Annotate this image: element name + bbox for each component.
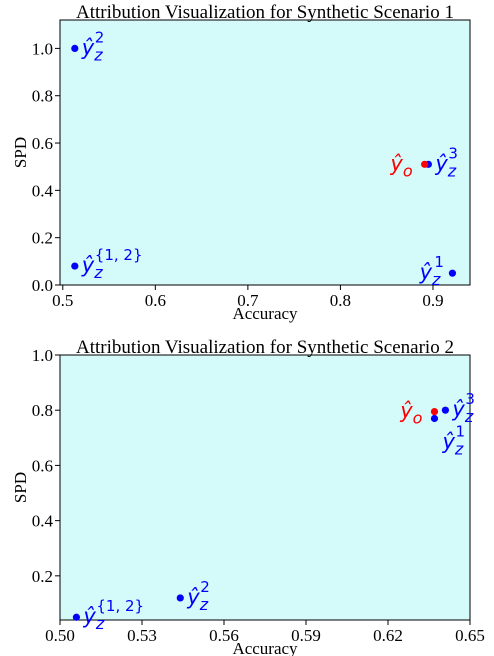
point-label-sup: 1 — [455, 422, 465, 440]
point-label-sup: 3 — [448, 144, 458, 162]
y-axis-label: SPD — [11, 137, 30, 168]
y-tick-label: 0.6 — [32, 456, 53, 475]
data-point — [430, 407, 439, 416]
point-label-base: ŷ — [441, 429, 455, 453]
data-point — [421, 160, 429, 168]
point-label-base: ŷ — [186, 585, 200, 609]
point-label-sub: z — [93, 45, 103, 64]
point-label: ŷz — [434, 151, 456, 180]
point-label-sub: z — [93, 263, 103, 282]
data-point — [176, 594, 184, 602]
point-label: ŷz — [451, 397, 473, 426]
point-label-sup: {1, 2} — [96, 597, 144, 615]
x-tick-label: 0.53 — [127, 626, 157, 645]
point-label: ŷz — [81, 253, 103, 282]
y-tick-label: 1.0 — [32, 346, 53, 365]
point-label-sub: z — [464, 407, 474, 426]
x-axis-label: Accuracy — [232, 639, 298, 656]
x-tick-label: 0.56 — [209, 626, 239, 645]
y-tick-label: 0.0 — [32, 276, 53, 295]
data-point — [71, 44, 79, 52]
point-label-base: ŷ — [399, 399, 413, 423]
point-label: ŷz — [186, 585, 208, 614]
x-tick-label: 0.62 — [373, 626, 403, 645]
data-point — [441, 406, 449, 414]
point-label-sub: o — [403, 161, 413, 180]
x-tick-label: 0.59 — [291, 626, 321, 645]
point-label-sub: z — [454, 439, 464, 458]
y-tick-label: 0.8 — [32, 401, 53, 420]
x-tick-label: 0.5 — [52, 291, 73, 310]
y-tick-label: 0.4 — [32, 512, 54, 531]
point-label-base: ŷ — [82, 604, 96, 628]
point-label-sub: z — [447, 161, 457, 180]
point-label-sup: 2 — [95, 28, 105, 46]
x-tick-label: 0.65 — [455, 626, 485, 645]
point-label-base: ŷ — [451, 397, 465, 421]
point-label: ŷz — [419, 260, 441, 289]
plot-area — [59, 354, 471, 621]
point-label: ŷo — [389, 151, 412, 180]
y-axis-label: SPD — [11, 472, 30, 503]
point-label-sup: {1, 2} — [95, 246, 143, 264]
point-label: ŷo — [399, 399, 422, 428]
plot-area — [59, 19, 471, 286]
point-label-sub: o — [413, 409, 423, 428]
y-tick-label: 0.2 — [32, 229, 53, 248]
point-label-sub: z — [431, 270, 441, 289]
chart-title: Attribution Visualization for Synthetic … — [76, 337, 454, 358]
point-label-sub: z — [95, 614, 105, 633]
point-label-base: ŷ — [434, 151, 448, 175]
x-tick-label: 0.7 — [237, 291, 259, 310]
data-point — [71, 262, 79, 270]
y-tick-label: 1.0 — [32, 39, 53, 58]
point-label: ŷz — [441, 429, 463, 458]
chart-panel-2: Attribution Visualization for Synthetic … — [11, 337, 485, 656]
point-label-base: ŷ — [81, 35, 95, 59]
x-tick-label: 0.50 — [45, 626, 75, 645]
y-tick-label: 0.6 — [32, 134, 53, 153]
point-label: ŷz — [82, 604, 104, 633]
y-tick-label: 0.4 — [32, 181, 54, 200]
y-tick-label: 0.2 — [32, 567, 53, 586]
point-label-base: ŷ — [81, 253, 95, 277]
x-tick-label: 0.6 — [145, 291, 166, 310]
chart-title: Attribution Visualization for Synthetic … — [76, 2, 454, 23]
point-label-base: ŷ — [419, 260, 433, 284]
point-label-sub: z — [199, 595, 209, 614]
x-axis-label: Accuracy — [232, 304, 298, 323]
chart-panel-1: Attribution Visualization for Synthetic … — [11, 2, 471, 323]
point-label-sup: 1 — [434, 253, 444, 271]
x-tick-label: 0.9 — [422, 291, 443, 310]
point-label-sup: 3 — [465, 390, 475, 408]
data-point — [448, 269, 457, 277]
point-label: ŷz — [81, 35, 103, 64]
point-label-base: ŷ — [389, 151, 403, 175]
y-tick-label: 0.8 — [32, 87, 53, 106]
point-label-sup: 2 — [200, 578, 210, 596]
x-tick-label: 0.8 — [330, 291, 351, 310]
data-point — [430, 414, 439, 423]
data-point — [72, 613, 80, 621]
